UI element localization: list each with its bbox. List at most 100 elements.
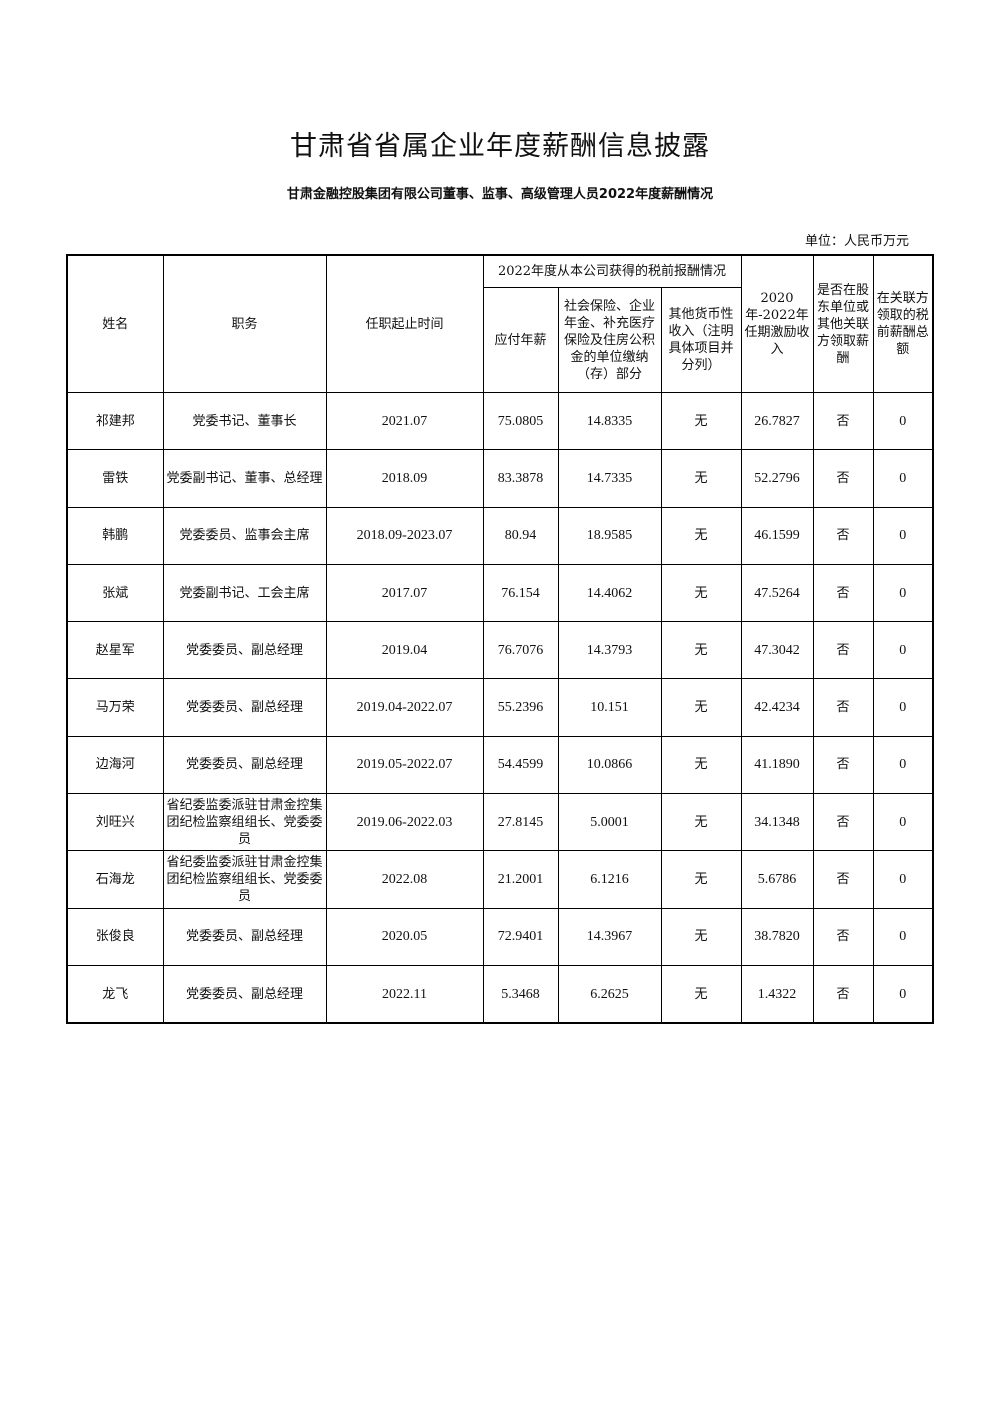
cell-other: 无: [660, 850, 742, 909]
cell-other: 无: [660, 964, 742, 1024]
header-shareholder: 是否在股东单位或其他关联方领取薪酬: [812, 254, 874, 393]
cell-related: 0: [872, 850, 934, 909]
cell-salary: 75.0805: [482, 391, 559, 451]
cell-term: 2019.04: [325, 621, 484, 680]
header-term: 任职起止时间: [325, 254, 484, 393]
cell-shareholder: 否: [812, 563, 874, 623]
cell-related: 0: [872, 449, 934, 508]
cell-name: 赵星军: [66, 621, 164, 680]
table-row: 刘旺兴 省纪委监委派驻甘肃金控集团纪检监察组组长、党委委员 2019.06-2022…: [66, 793, 934, 852]
cell-related: 0: [872, 793, 934, 852]
table-row: 雷铁 党委副书记、董事、总经理 2018.09 83.3878 14.7335 无 52.2…: [66, 449, 934, 508]
header-group: 2022年度从本公司获得的税前报酬情况: [482, 254, 742, 288]
cell-term: 2022.11: [325, 964, 484, 1024]
cell-shareholder: 否: [812, 907, 874, 966]
cell-name: 石海龙: [66, 850, 164, 909]
cell-salary: 72.9401: [482, 907, 559, 966]
cell-shareholder: 否: [812, 506, 874, 565]
cell-related: 0: [872, 907, 934, 966]
header-salary: 应付年薪: [482, 287, 559, 393]
cell-position: 党委委员、副总经理: [162, 621, 327, 680]
cell-incentive: 52.2796: [740, 449, 814, 508]
cell-insurance: 10.0866: [557, 735, 662, 795]
cell-shareholder: 否: [812, 391, 874, 451]
table-row: 边海河 党委委员、副总经理 2019.05-2022.07 54.4599 10.086…: [66, 735, 934, 795]
cell-other: 无: [660, 793, 742, 852]
table-row: 韩鹏 党委委员、监事会主席 2018.09-2023.07 80.94 18.9585 无…: [66, 506, 934, 565]
cell-position: 党委委员、副总经理: [162, 964, 327, 1024]
cell-incentive: 34.1348: [740, 793, 814, 852]
cell-related: 0: [872, 964, 934, 1024]
cell-shareholder: 否: [812, 678, 874, 737]
header-position: 职务: [162, 254, 327, 393]
cell-other: 无: [660, 678, 742, 737]
cell-incentive: 41.1890: [740, 735, 814, 795]
cell-insurance: 14.4062: [557, 563, 662, 623]
cell-incentive: 47.3042: [740, 621, 814, 680]
cell-insurance: 14.7335: [557, 449, 662, 508]
cell-position: 党委委员、副总经理: [162, 907, 327, 966]
cell-incentive: 47.5264: [740, 563, 814, 623]
cell-position: 党委书记、董事长: [162, 391, 327, 451]
cell-insurance: 14.8335: [557, 391, 662, 451]
cell-related: 0: [872, 391, 934, 451]
cell-position: 省纪委监委派驻甘肃金控集团纪检监察组组长、党委委员: [162, 850, 327, 909]
compensation-table: 姓名 职务 任职起止时间 2022年度从本公司获得的税前报酬情况 2020年-2…: [66, 254, 934, 1025]
cell-term: 2019.06-2022.03: [325, 793, 484, 852]
table-row: 赵星军 党委委员、副总经理 2019.04 76.7076 14.3793 无 47.304…: [66, 621, 934, 680]
cell-other: 无: [660, 563, 742, 623]
cell-shareholder: 否: [812, 621, 874, 680]
cell-related: 0: [872, 563, 934, 623]
cell-other: 无: [660, 621, 742, 680]
table-row: 张俊良 党委委员、副总经理 2020.05 72.9401 14.3967 无 38.782…: [66, 907, 934, 966]
cell-other: 无: [660, 391, 742, 451]
page-title: 甘肃省省属企业年度薪酬信息披露: [290, 131, 710, 162]
cell-salary: 83.3878: [482, 449, 559, 508]
cell-incentive: 5.6786: [740, 850, 814, 909]
cell-position: 省纪委监委派驻甘肃金控集团纪检监察组组长、党委委员: [162, 793, 327, 852]
cell-other: 无: [660, 907, 742, 966]
cell-salary: 54.4599: [482, 735, 559, 795]
table-row: 祁建邦 党委书记、董事长 2021.07 75.0805 14.8335 无 26.7827…: [66, 391, 934, 451]
cell-shareholder: 否: [812, 793, 874, 852]
cell-salary: 21.2001: [482, 850, 559, 909]
cell-name: 边海河: [66, 735, 164, 795]
table-row: 龙飞 党委委员、副总经理 2022.11 5.3468 6.2625 无 1.4322 否 0: [66, 964, 934, 1024]
cell-term: 2019.04-2022.07: [325, 678, 484, 737]
cell-incentive: 38.7820: [740, 907, 814, 966]
cell-position: 党委副书记、董事、总经理: [162, 449, 327, 508]
cell-related: 0: [872, 735, 934, 795]
cell-name: 马万荣: [66, 678, 164, 737]
cell-term: 2018.09-2023.07: [325, 506, 484, 565]
cell-other: 无: [660, 735, 742, 795]
cell-incentive: 1.4322: [740, 964, 814, 1024]
cell-related: 0: [872, 678, 934, 737]
cell-related: 0: [872, 621, 934, 680]
cell-name: 祁建邦: [66, 391, 164, 451]
cell-shareholder: 否: [812, 735, 874, 795]
cell-term: 2020.05: [325, 907, 484, 966]
cell-insurance: 6.2625: [557, 964, 662, 1024]
cell-position: 党委委员、副总经理: [162, 735, 327, 795]
cell-insurance: 5.0001: [557, 793, 662, 852]
cell-insurance: 14.3793: [557, 621, 662, 680]
page-subtitle: 甘肃金融控股集团有限公司董事、监事、高级管理人员2022年度薪酬情况: [286, 187, 714, 202]
header-incentive: 2020年-2022年任期激励收入: [740, 254, 814, 393]
cell-position: 党委委员、副总经理: [162, 678, 327, 737]
cell-incentive: 26.7827: [740, 391, 814, 451]
unit-label: 单位：人民币万元: [804, 234, 909, 249]
cell-incentive: 46.1599: [740, 506, 814, 565]
cell-term: 2018.09: [325, 449, 484, 508]
cell-insurance: 10.151: [557, 678, 662, 737]
cell-term: 2019.05-2022.07: [325, 735, 484, 795]
cell-salary: 55.2396: [482, 678, 559, 737]
cell-shareholder: 否: [812, 850, 874, 909]
cell-salary: 5.3468: [482, 964, 559, 1024]
cell-term: 2017.07: [325, 563, 484, 623]
cell-position: 党委委员、监事会主席: [162, 506, 327, 565]
cell-name: 雷铁: [66, 449, 164, 508]
table-row: 马万荣 党委委员、副总经理 2019.04-2022.07 55.2396 10.151…: [66, 678, 934, 737]
cell-salary: 27.8145: [482, 793, 559, 852]
cell-insurance: 6.1216: [557, 850, 662, 909]
cell-insurance: 18.9585: [557, 506, 662, 565]
